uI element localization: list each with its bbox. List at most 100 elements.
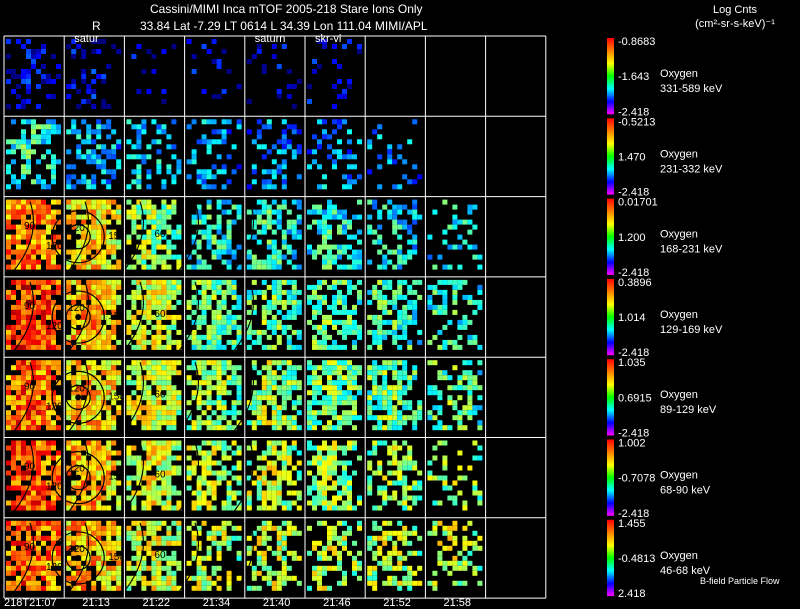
contour-label: 90 bbox=[24, 301, 36, 312]
contour-label: 120 bbox=[46, 321, 63, 332]
contour-arc bbox=[11, 522, 34, 595]
species-label: Oxygen bbox=[660, 148, 698, 160]
colorbar-2 bbox=[607, 198, 614, 275]
contour-arc bbox=[176, 522, 199, 595]
contour-arc bbox=[121, 362, 144, 434]
contour-ring bbox=[51, 210, 105, 264]
contour-label: 90 bbox=[24, 462, 36, 473]
colorbar-tick: -0.8683 bbox=[618, 36, 655, 48]
panel-r3-c7 bbox=[427, 279, 483, 350]
contour-label: 120 bbox=[46, 482, 63, 493]
panel-r4-c4 bbox=[246, 360, 302, 431]
panel-r3-c4 bbox=[246, 279, 302, 350]
time-label: 21:46 bbox=[323, 597, 351, 609]
panel-r0-c4 bbox=[246, 44, 302, 109]
panel-r3-c1 bbox=[66, 279, 122, 350]
panel-r4-c0 bbox=[6, 360, 61, 431]
panel-r5-c2 bbox=[126, 440, 182, 511]
panel-r0-c1 bbox=[66, 39, 122, 109]
contour-arc bbox=[231, 522, 254, 595]
colorbar-tick: 2.418 bbox=[618, 588, 646, 600]
colorbar-tick: 1.014 bbox=[618, 312, 646, 324]
colorbar-tick: -2.418 bbox=[618, 187, 649, 199]
energy-label: 89-129 keV bbox=[660, 404, 717, 416]
units-label: (cm²-sr-s-keV)⁻¹ bbox=[695, 18, 775, 30]
contour-arc bbox=[121, 442, 144, 515]
field-direction-dot bbox=[75, 474, 82, 481]
panel-r1-c4 bbox=[246, 119, 302, 190]
panel-r5-c7 bbox=[427, 440, 483, 511]
time-label: 21:52 bbox=[383, 597, 411, 609]
panel-r3-c6 bbox=[367, 279, 423, 350]
colorbar-5 bbox=[607, 439, 614, 516]
energy-label: 68-90 keV bbox=[660, 485, 711, 497]
contour-arc bbox=[231, 442, 254, 515]
species-label: Oxygen bbox=[660, 550, 698, 562]
contour-label: 150 bbox=[108, 472, 125, 483]
panel-r6-c3 bbox=[186, 520, 242, 591]
contour-label: 150 bbox=[108, 391, 125, 402]
contour-label: 120 bbox=[68, 464, 85, 475]
panel-r6-c5 bbox=[307, 520, 362, 591]
contour-ring bbox=[51, 451, 105, 505]
panel-r6-c2 bbox=[126, 520, 182, 591]
colorbar-0 bbox=[607, 38, 614, 115]
panel-r2-c7 bbox=[427, 199, 483, 270]
colorbar-tick: -2.418 bbox=[618, 267, 649, 279]
colorbar-tick: -1.643 bbox=[618, 71, 649, 83]
panel-r4-c7 bbox=[427, 360, 483, 431]
panel-r0-c2 bbox=[131, 44, 177, 104]
contour-label: 60 bbox=[154, 309, 166, 320]
contour-label: 60 bbox=[154, 229, 166, 240]
panel-r5-c5 bbox=[307, 440, 362, 511]
panel-r5-c3 bbox=[186, 440, 242, 511]
panel-r5-c4 bbox=[246, 440, 302, 511]
panel-r0-c0 bbox=[6, 39, 61, 109]
panel-r2-c0 bbox=[6, 199, 61, 270]
panel-r6-c0 bbox=[6, 520, 61, 591]
chart-title: Cassini/MIMI Inca mTOF 2005-218 Stare Io… bbox=[150, 2, 423, 16]
panel-r5-c6 bbox=[367, 440, 423, 511]
contour-arc bbox=[66, 201, 89, 274]
contour-arc bbox=[11, 442, 34, 515]
colorbar-6 bbox=[607, 519, 614, 597]
contour-label: 120 bbox=[46, 241, 63, 252]
contour-arc bbox=[66, 442, 89, 515]
panel-r2-c1 bbox=[66, 199, 122, 270]
panel-r6-c4 bbox=[246, 520, 302, 591]
species-label: Oxygen bbox=[660, 470, 698, 482]
panel-r2-c2 bbox=[126, 199, 182, 270]
panel-r1-c0 bbox=[6, 119, 61, 190]
panel-r6-c6 bbox=[367, 520, 423, 591]
contour-ring bbox=[65, 465, 91, 491]
contour-arc bbox=[231, 362, 254, 434]
field-direction-dot bbox=[75, 394, 82, 401]
field-direction-dot bbox=[75, 233, 82, 240]
colorbar-tick: 1.002 bbox=[618, 438, 646, 450]
panel-r2-c5 bbox=[307, 199, 362, 270]
time-label: 21:34 bbox=[203, 597, 231, 609]
species-label: Oxygen bbox=[660, 309, 698, 321]
contour-ring bbox=[51, 531, 105, 585]
contour-arc bbox=[11, 362, 34, 434]
energy-label: 129-169 keV bbox=[660, 324, 723, 336]
contour-label: 120 bbox=[46, 562, 63, 573]
units-title: Log Cnts bbox=[712, 4, 758, 16]
panel-r3-c2 bbox=[126, 279, 182, 350]
panel-r1-c1 bbox=[66, 119, 122, 190]
time-label: 218T21:07 bbox=[4, 597, 57, 609]
colorbar-tick: -2.418 bbox=[618, 347, 649, 359]
panel-r6-c7 bbox=[427, 520, 483, 591]
colorbar-tick: 0.6915 bbox=[618, 392, 652, 404]
colorbar-tick: 1.470 bbox=[618, 151, 646, 163]
contour-label: 120 bbox=[68, 223, 85, 234]
contour-arc bbox=[11, 201, 34, 274]
contour-label: 90 bbox=[24, 381, 36, 392]
contour-arc bbox=[176, 442, 199, 515]
contour-arc bbox=[121, 522, 144, 595]
contour-arc bbox=[176, 362, 199, 434]
contour-ring bbox=[51, 290, 105, 344]
energy-label: 331-589 keV bbox=[660, 83, 723, 95]
panel-label-5: skr-vl bbox=[315, 33, 341, 45]
time-label: 21:13 bbox=[82, 597, 110, 609]
